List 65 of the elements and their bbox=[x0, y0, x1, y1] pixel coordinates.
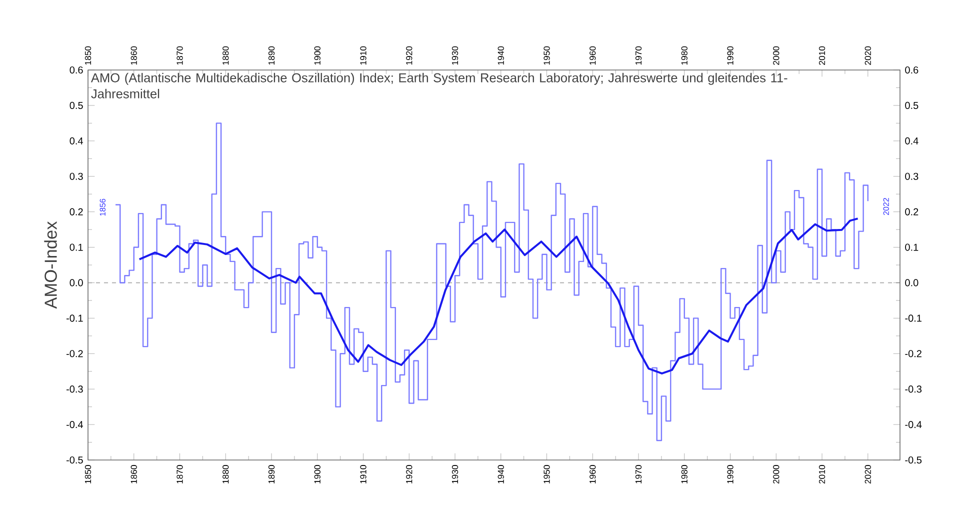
x-tick-label: 1930 bbox=[452, 465, 458, 484]
x-tick-label: 1950 bbox=[544, 465, 550, 484]
y2-tick-label: 0.2 bbox=[905, 208, 918, 216]
x-tick-label: 1900 bbox=[314, 465, 320, 484]
x-tick-label: 1940 bbox=[498, 465, 504, 484]
y-tick-label: 0.3 bbox=[70, 172, 83, 180]
y-tick-label: 0.5 bbox=[70, 102, 83, 109]
x-tick-label: 1910 bbox=[360, 465, 366, 484]
x-tick-label: 1990 bbox=[727, 465, 734, 484]
x2-tick-label: 2000 bbox=[773, 46, 780, 65]
y2-tick-label: -0.1 bbox=[905, 314, 922, 322]
x2-tick-label: 1980 bbox=[681, 46, 688, 65]
y-tick-label: 0.1 bbox=[70, 244, 83, 251]
x-tick-label: 1890 bbox=[268, 465, 275, 484]
x2-tick-label: 1880 bbox=[222, 46, 229, 65]
x-tick-label: 1920 bbox=[406, 465, 412, 484]
annotation: 2022 bbox=[883, 198, 889, 216]
x2-tick-label: 1860 bbox=[130, 46, 137, 65]
y-tick-label: 0.0 bbox=[70, 279, 83, 286]
y2-tick-label: 0.4 bbox=[905, 137, 918, 144]
x-tick-label: 1980 bbox=[681, 465, 688, 484]
annotation: 1856 bbox=[100, 198, 106, 216]
x-tick-label: 2000 bbox=[773, 465, 780, 484]
x2-tick-label: 2020 bbox=[864, 46, 871, 65]
x2-tick-label: 1950 bbox=[544, 46, 550, 65]
x-tick-label: 1870 bbox=[176, 465, 183, 484]
x2-tick-label: 1850 bbox=[84, 46, 92, 65]
line-series bbox=[138, 218, 859, 374]
y-tick-label: 0.4 bbox=[70, 137, 83, 144]
y2-tick-label: 0.5 bbox=[905, 102, 918, 109]
y2-tick-label: 0.1 bbox=[905, 244, 918, 251]
x2-tick-label: 1960 bbox=[590, 46, 596, 65]
y2-tick-label: -0.5 bbox=[905, 456, 922, 464]
y-tick-label: -0.1 bbox=[66, 314, 83, 322]
x-tick-label: 1960 bbox=[590, 465, 596, 484]
y-axis-title: AMO-Index bbox=[44, 221, 57, 309]
y-tick-label: -0.5 bbox=[66, 456, 83, 464]
y-tick-label: -0.3 bbox=[66, 386, 83, 393]
y2-tick-label: -0.3 bbox=[905, 386, 922, 393]
x2-tick-label: 2010 bbox=[818, 46, 826, 65]
x2-tick-label: 1920 bbox=[406, 46, 412, 65]
y-tick-label: 0.6 bbox=[70, 66, 83, 74]
x2-tick-label: 1890 bbox=[268, 46, 275, 65]
y-tick-label: -0.2 bbox=[66, 350, 83, 358]
x2-tick-label: 1970 bbox=[635, 46, 642, 65]
x-tick-label: 1860 bbox=[130, 465, 137, 484]
text: AMO (Atlantische Multidekadische Oszillation) Index; Earth System Research Laboratory; Jahreswerte und gleitendes 11-Jahresmittel bbox=[90, 72, 788, 98]
y2-tick-label: -0.2 bbox=[905, 350, 922, 358]
x2-tick-label: 1990 bbox=[727, 46, 734, 65]
x-tick-label: 1850 bbox=[84, 465, 92, 484]
x-tick-label: 2020 bbox=[864, 465, 871, 484]
x2-tick-label: 1870 bbox=[176, 46, 183, 65]
x2-tick-label: 1930 bbox=[452, 46, 458, 65]
x-tick-label: 1880 bbox=[222, 465, 229, 484]
x2-tick-label: 1940 bbox=[498, 46, 504, 65]
x2-tick-label: 1910 bbox=[360, 46, 366, 65]
y2-tick-label: 0.0 bbox=[905, 279, 918, 286]
y-tick-label: -0.4 bbox=[66, 421, 83, 428]
y2-tick-label: -0.4 bbox=[905, 421, 922, 428]
y-tick-label: 0.2 bbox=[70, 208, 83, 216]
x2-tick-label: 1900 bbox=[314, 46, 320, 65]
y2-tick-label: 0.3 bbox=[905, 172, 918, 180]
x-tick-label: 1970 bbox=[635, 465, 642, 484]
y2-tick-label: 0.6 bbox=[905, 66, 918, 74]
x-tick-label: 2010 bbox=[818, 465, 826, 484]
